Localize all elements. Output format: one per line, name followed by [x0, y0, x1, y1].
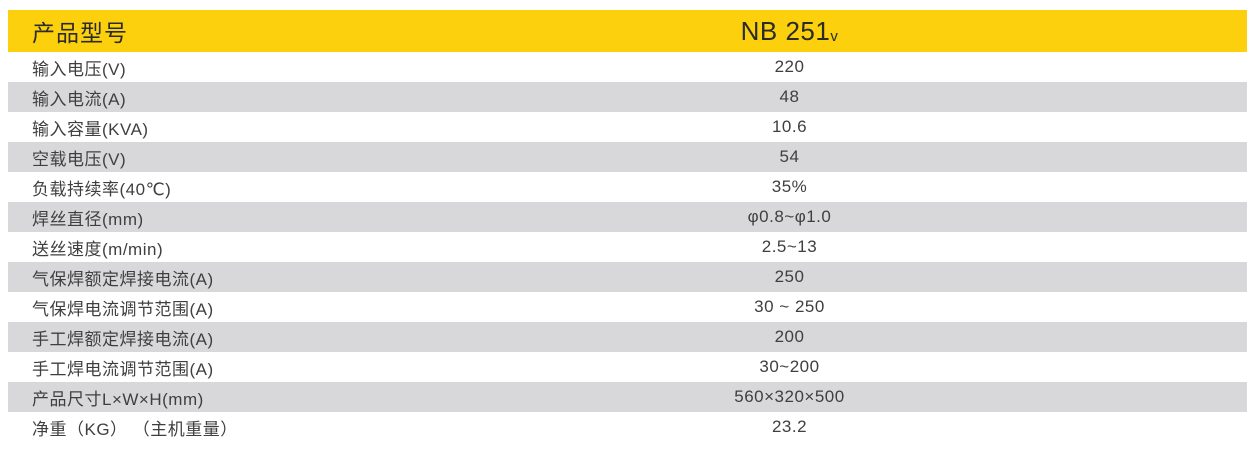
spec-row-label: 输入容量(KVA): [32, 119, 149, 139]
spec-row-label: 输入电流(A): [32, 89, 127, 109]
spec-row-label: 产品尺寸L×W×H(mm): [32, 389, 204, 409]
spec-row: 气保焊额定焊接电流(A) 250: [8, 262, 1247, 292]
spec-row-value: 48: [779, 87, 800, 106]
spec-row-value: 250: [774, 267, 805, 286]
spec-row: 气保焊电流调节范围(A) 30 ~ 250: [8, 292, 1247, 322]
header-model-value: NB 251v: [332, 16, 1247, 47]
spec-row: 手工焊电流调节范围(A) 30~200: [8, 352, 1247, 382]
spec-row-value: 200: [774, 327, 805, 346]
spec-row-label: 负载持续率(40℃): [32, 179, 172, 199]
spec-row-value: φ0.8~φ1.0: [747, 207, 832, 226]
spec-row-value: 23.2: [771, 417, 808, 436]
spec-row-value: 560×320×500: [734, 387, 845, 406]
spec-row: 输入电压(V) 220: [8, 52, 1247, 82]
spec-row: 输入容量(KVA) 10.6: [8, 112, 1247, 142]
spec-row-value: 220: [774, 57, 805, 76]
spec-row-value: 35%: [771, 177, 808, 196]
spec-row-label: 输入电压(V): [32, 59, 127, 79]
header-product-model-label: 产品型号: [32, 20, 128, 46]
spec-row: 焊丝直径(mm) φ0.8~φ1.0: [8, 202, 1247, 232]
spec-row: 输入电流(A) 48: [8, 82, 1247, 112]
spec-row-label: 送丝速度(m/min): [32, 239, 164, 259]
spec-row-label: 焊丝直径(mm): [32, 209, 144, 229]
spec-row-label: 气保焊额定焊接电流(A): [32, 269, 214, 289]
spec-table: 产品型号 NB 251v 输入电压(V) 220 输入电流(A) 48 输入容量(KVA…: [8, 10, 1247, 442]
spec-row-label: 手工焊电流调节范围(A): [32, 359, 214, 379]
spec-row-label: 空载电压(V): [32, 149, 127, 169]
spec-row: 空载电压(V) 54: [8, 142, 1247, 172]
spec-row: 净重（KG） （主机重量） 23.2: [8, 412, 1247, 442]
spec-table-header-row: 产品型号 NB 251v: [8, 10, 1247, 52]
model-text: NB 251: [740, 15, 831, 46]
spec-row: 负载持续率(40℃) 35%: [8, 172, 1247, 202]
spec-row-label: 气保焊电流调节范围(A): [32, 299, 214, 319]
spec-row: 手工焊额定焊接电流(A) 200: [8, 322, 1247, 352]
spec-row-value: 10.6: [771, 117, 808, 136]
spec-table-body: 输入电压(V) 220 输入电流(A) 48 输入容量(KVA) 10.6 空载电压(V) 5…: [8, 52, 1247, 442]
spec-row-value: 30 ~ 250: [754, 297, 825, 316]
spec-row-value: 30~200: [759, 357, 820, 376]
model-suffix: v: [830, 27, 839, 45]
spec-row-label: 手工焊额定焊接电流(A): [32, 329, 214, 349]
spec-row-value: 2.5~13: [761, 237, 818, 256]
spec-row-label: 净重（KG） （主机重量）: [32, 419, 238, 439]
spec-row: 送丝速度(m/min) 2.5~13: [8, 232, 1247, 262]
spec-row: 产品尺寸L×W×H(mm) 560×320×500: [8, 382, 1247, 412]
spec-row-value: 54: [779, 147, 800, 166]
